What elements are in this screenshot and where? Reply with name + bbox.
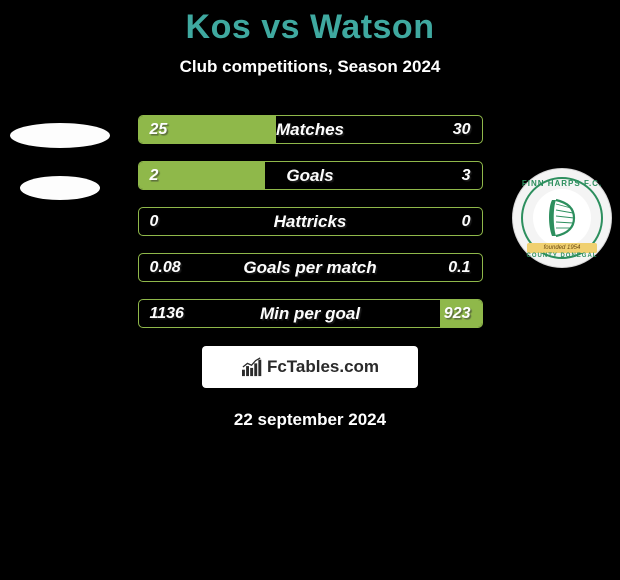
comparison-card: Kos vs Watson Club competitions, Season …	[0, 0, 620, 430]
fctables-badge: FcTables.com	[202, 346, 418, 388]
team-logo-left	[10, 120, 110, 220]
stat-row: 0Hattricks0	[138, 207, 483, 236]
stat-label: Goals per match	[139, 254, 482, 281]
stat-label: Goals	[139, 162, 482, 189]
date-label: 22 september 2024	[0, 410, 620, 430]
harp-icon	[544, 198, 580, 238]
crest-text-top: FINN HARPS F.C.	[513, 179, 611, 188]
stat-value-right: 923	[444, 300, 471, 327]
stat-row: 1136Min per goal923	[138, 299, 483, 328]
page-title: Kos vs Watson	[0, 8, 620, 47]
crest-inner	[533, 189, 591, 247]
page-subtitle: Club competitions, Season 2024	[0, 57, 620, 77]
stat-value-right: 3	[462, 162, 471, 189]
stats-container: 25Matches30 2Goals3 0Hattricks0 0.08Goals p…	[138, 115, 483, 328]
crest-text-bottom: COUNTY DONEGAL	[513, 253, 611, 259]
logo-shape	[10, 123, 110, 148]
stat-row: 0.08Goals per match0.1	[138, 253, 483, 282]
stat-value-right: 30	[453, 116, 471, 143]
team-logo-right: FINN HARPS F.C. founded 1954 COUNTY DONE…	[512, 168, 612, 268]
stat-label: Matches	[139, 116, 482, 143]
stat-label: Min per goal	[139, 300, 482, 327]
stat-row: 25Matches30	[138, 115, 483, 144]
crest-banner: founded 1954	[527, 243, 597, 253]
stat-value-right: 0.1	[448, 254, 470, 281]
stat-value-right: 0	[462, 208, 471, 235]
stat-label: Hattricks	[139, 208, 482, 235]
logo-shape	[20, 176, 100, 200]
crest-icon: FINN HARPS F.C. founded 1954 COUNTY DONE…	[512, 168, 612, 268]
fctables-icon	[241, 357, 263, 377]
fctables-label: FcTables.com	[267, 357, 379, 377]
stat-row: 2Goals3	[138, 161, 483, 190]
